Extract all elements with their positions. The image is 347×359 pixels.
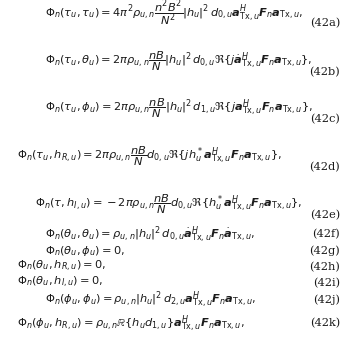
Text: (42e): (42e)	[310, 210, 340, 220]
Text: (42a): (42a)	[310, 18, 340, 28]
Text: $\Phi_n(\theta_u, \phi_u) = 0,$: $\Phi_n(\theta_u, \phi_u) = 0,$	[45, 244, 125, 257]
Text: $\Phi_n(\theta_u, h_{R,u}) = 0,$: $\Phi_n(\theta_u, h_{R,u}) = 0,$	[17, 259, 107, 274]
Text: (42h): (42h)	[309, 262, 340, 272]
Text: (42d): (42d)	[309, 162, 340, 172]
Text: (42f): (42f)	[312, 229, 340, 239]
Text: $\Phi_n(\tau, h_{I,u}) = -2\pi \rho_{u,n} \dfrac{nB}{N} d_{0,u}\Re\{h_u^* \bolds: $\Phi_n(\tau, h_{I,u}) = -2\pi \rho_{u,n…	[35, 192, 302, 216]
Text: $\Phi_n(\tau_u, \phi_u) = 2\pi \rho_{u,n} \dfrac{nB}{N} |h_u|^2\, d_{1,u}\Re\{j\: $\Phi_n(\tau_u, \phi_u) = 2\pi \rho_{u,n…	[45, 97, 313, 120]
Text: $\Phi_n(\theta_u, \theta_u) = \rho_{u,n}|h_u|^2\, d_{0,u}\dot{\boldsymbol{a}}_{\: $\Phi_n(\theta_u, \theta_u) = \rho_{u,n}…	[45, 224, 255, 245]
Text: $\Phi_n(\theta_u, h_{I,u}) = 0,$: $\Phi_n(\theta_u, h_{I,u}) = 0,$	[17, 275, 103, 290]
Text: (42c): (42c)	[310, 114, 340, 124]
Text: (42i): (42i)	[313, 278, 340, 288]
Text: (42b): (42b)	[309, 67, 340, 77]
Text: (42k): (42k)	[310, 318, 340, 328]
Text: (42j): (42j)	[313, 294, 340, 305]
Text: $\Phi_n(\tau_u, h_{R,u}) = 2\pi \rho_{u,n} \dfrac{nB}{N} d_{0,u}\Re\{jh_u^* \bol: $\Phi_n(\tau_u, h_{R,u}) = 2\pi \rho_{u,…	[17, 145, 282, 168]
Text: $\Phi_n(\tau_u, \tau_u) = 4\pi^2 \rho_{u,n} \dfrac{n^2 B^2}{N^2} |h_u|^2\, d_{0,: $\Phi_n(\tau_u, \tau_u) = 4\pi^2 \rho_{u…	[45, 0, 303, 28]
Text: $\Phi_n(\tau_u, \theta_u) = 2\pi \rho_{u,n} \dfrac{nB}{N} |h_u|^2\, d_{0,u}\Re\{: $\Phi_n(\tau_u, \theta_u) = 2\pi \rho_{u…	[45, 49, 312, 73]
Text: $\Phi_n(\phi_u, h_{R,u}) = \rho_{u,n}\mathbb{R}\{h_u d_{1,u}\}\boldsymbol{a}_{\m: $\Phi_n(\phi_u, h_{R,u}) = \rho_{u,n}\ma…	[17, 313, 245, 334]
Text: (42g): (42g)	[309, 245, 340, 256]
Text: $\Phi_n(\phi_u, \phi_u) = \rho_{u,n}|h_u|^2\, d_{2,u}\boldsymbol{a}_{\mathrm{Tx}: $\Phi_n(\phi_u, \phi_u) = \rho_{u,n}|h_u…	[45, 289, 256, 310]
